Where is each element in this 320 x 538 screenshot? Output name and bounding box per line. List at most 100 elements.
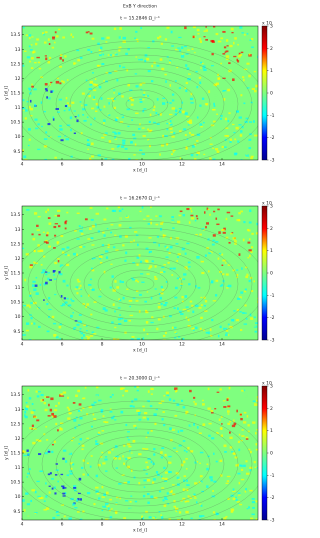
field-cell bbox=[179, 210, 183, 213]
field-cell bbox=[219, 325, 222, 329]
field-cell bbox=[142, 265, 146, 267]
field-cell bbox=[118, 92, 121, 95]
field-cell bbox=[179, 438, 183, 441]
field-cell bbox=[179, 419, 182, 423]
field-cell bbox=[74, 229, 77, 232]
field-cell bbox=[114, 234, 117, 236]
field-cell bbox=[52, 116, 55, 119]
field-cell bbox=[132, 262, 135, 264]
field-cell bbox=[82, 459, 86, 462]
field-cell bbox=[80, 332, 84, 335]
field-cell bbox=[150, 296, 153, 300]
field-cell bbox=[26, 322, 30, 325]
field-cell bbox=[79, 56, 83, 59]
field-cell bbox=[102, 231, 105, 234]
field-cell bbox=[251, 232, 254, 235]
field-cell bbox=[113, 92, 115, 94]
field-cell bbox=[42, 399, 44, 401]
field-cell bbox=[92, 83, 96, 86]
field-cell bbox=[117, 132, 121, 135]
field-cell bbox=[155, 112, 158, 115]
field-cell bbox=[130, 61, 134, 64]
field-cell bbox=[28, 45, 31, 48]
field-cell bbox=[65, 460, 68, 463]
field-cell bbox=[175, 322, 179, 325]
field-cell bbox=[120, 317, 124, 320]
field-cell bbox=[184, 57, 187, 60]
field-cell bbox=[57, 429, 59, 432]
field-cell bbox=[60, 305, 64, 307]
field-cell bbox=[225, 516, 228, 518]
field-cell bbox=[214, 143, 217, 146]
field-cell bbox=[122, 66, 126, 69]
field-cell bbox=[249, 489, 253, 492]
field-cell bbox=[135, 159, 138, 160]
field-cell bbox=[61, 251, 65, 254]
field-cell bbox=[94, 78, 97, 80]
field-cell bbox=[25, 253, 29, 256]
x-tick-label: 6 bbox=[61, 522, 64, 528]
field-cell bbox=[95, 440, 98, 443]
field-cell bbox=[91, 72, 95, 74]
field-cell bbox=[33, 261, 36, 264]
field-cell bbox=[44, 31, 48, 34]
field-cell bbox=[185, 89, 188, 93]
field-cell bbox=[189, 444, 193, 447]
field-cell bbox=[76, 251, 79, 254]
field-cell bbox=[46, 303, 49, 305]
field-cell bbox=[93, 257, 96, 259]
field-cell bbox=[25, 329, 29, 332]
field-cell bbox=[161, 447, 165, 450]
field-cell bbox=[226, 410, 230, 413]
field-cell bbox=[172, 149, 176, 152]
field-cell bbox=[217, 134, 220, 137]
field-cell bbox=[48, 403, 50, 407]
field-cell bbox=[164, 329, 168, 332]
field-cell bbox=[135, 56, 138, 58]
field-cell bbox=[144, 259, 148, 263]
field-cell bbox=[65, 97, 68, 100]
field-cell bbox=[116, 338, 120, 340]
field-cell bbox=[142, 491, 145, 494]
field-cell bbox=[31, 233, 34, 236]
field-cell bbox=[173, 217, 177, 220]
field-cell bbox=[222, 30, 226, 33]
colorbar-tick-label: -2 bbox=[270, 135, 275, 141]
field-cell bbox=[87, 48, 91, 51]
field-cell bbox=[46, 231, 49, 235]
field-cell bbox=[232, 237, 236, 240]
field-cell bbox=[150, 430, 153, 432]
field-cell bbox=[76, 278, 79, 281]
contour bbox=[125, 96, 155, 112]
field-cell bbox=[168, 110, 171, 113]
field-cell bbox=[40, 101, 43, 104]
x-tick-label: 12 bbox=[179, 342, 185, 348]
field-cell bbox=[126, 213, 131, 216]
field-cell bbox=[182, 488, 186, 492]
field-cell bbox=[191, 327, 195, 330]
field-cell bbox=[93, 510, 97, 513]
field-cell bbox=[103, 505, 107, 508]
field-cell bbox=[90, 142, 94, 146]
field-cell bbox=[190, 153, 194, 157]
field-cell bbox=[30, 316, 33, 320]
field-cell bbox=[160, 451, 163, 454]
field-cell bbox=[245, 460, 248, 463]
field-cell bbox=[129, 500, 132, 503]
field-cell bbox=[159, 153, 161, 156]
colorbar-tick-label: -1 bbox=[270, 473, 275, 479]
field-cell bbox=[80, 233, 84, 235]
field-cell bbox=[187, 318, 190, 322]
field-cell bbox=[59, 503, 63, 505]
field-cell bbox=[118, 46, 122, 49]
field-cell bbox=[250, 317, 254, 320]
field-cell bbox=[208, 422, 212, 425]
field-cell bbox=[28, 206, 30, 208]
field-cell bbox=[72, 402, 76, 404]
field-cell bbox=[189, 207, 192, 210]
field-cell bbox=[66, 297, 69, 300]
field-cell bbox=[115, 249, 119, 251]
field-cell bbox=[155, 215, 158, 217]
field-cell bbox=[45, 131, 48, 134]
